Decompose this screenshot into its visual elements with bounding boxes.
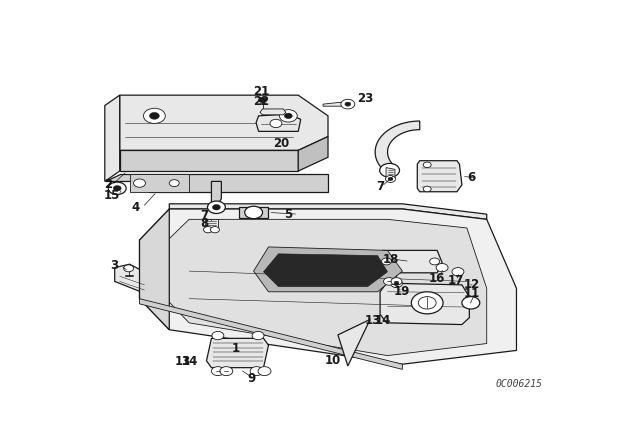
Text: 11: 11 (464, 287, 480, 300)
Circle shape (124, 265, 134, 272)
Circle shape (462, 297, 480, 309)
Circle shape (280, 110, 297, 122)
Text: 15: 15 (104, 189, 120, 202)
Polygon shape (120, 151, 298, 171)
Polygon shape (120, 95, 328, 151)
Polygon shape (169, 204, 486, 220)
Circle shape (207, 201, 225, 214)
Text: 14: 14 (374, 314, 391, 327)
Circle shape (108, 182, 126, 194)
Polygon shape (211, 181, 221, 207)
Polygon shape (417, 161, 462, 192)
Text: 12: 12 (464, 278, 480, 291)
Polygon shape (298, 137, 328, 171)
Circle shape (391, 278, 402, 285)
Text: 21: 21 (253, 85, 269, 98)
Circle shape (390, 280, 403, 288)
Text: 22: 22 (253, 95, 269, 108)
Text: 5: 5 (284, 208, 292, 221)
Text: 2: 2 (104, 178, 113, 191)
Polygon shape (323, 102, 346, 106)
Polygon shape (105, 95, 120, 181)
Circle shape (259, 97, 266, 103)
Text: 20: 20 (273, 137, 289, 150)
Circle shape (211, 227, 220, 233)
Circle shape (270, 119, 282, 128)
Circle shape (212, 332, 224, 340)
Polygon shape (164, 220, 486, 356)
Circle shape (423, 162, 431, 168)
Text: 8: 8 (200, 217, 208, 230)
Circle shape (383, 278, 394, 285)
Text: 16: 16 (429, 272, 445, 285)
Text: 13: 13 (365, 314, 381, 327)
Polygon shape (375, 121, 420, 170)
Text: 6: 6 (468, 172, 476, 185)
Circle shape (429, 258, 440, 265)
Circle shape (258, 366, 271, 375)
Text: 9: 9 (247, 372, 255, 385)
Circle shape (452, 267, 464, 276)
Circle shape (143, 108, 165, 124)
Polygon shape (253, 247, 403, 292)
Circle shape (436, 263, 448, 272)
Text: 1: 1 (232, 342, 240, 355)
Circle shape (252, 332, 264, 340)
Circle shape (385, 176, 396, 182)
Polygon shape (338, 319, 370, 366)
Polygon shape (140, 209, 516, 364)
Circle shape (134, 179, 145, 187)
Polygon shape (207, 338, 269, 368)
Text: 7: 7 (376, 180, 384, 193)
Polygon shape (386, 168, 395, 178)
Polygon shape (205, 220, 218, 228)
Polygon shape (239, 207, 269, 218)
Text: 18: 18 (382, 253, 399, 266)
Text: 4: 4 (131, 201, 140, 214)
Polygon shape (256, 114, 301, 131)
Circle shape (113, 185, 121, 191)
Polygon shape (264, 254, 388, 287)
Circle shape (381, 258, 392, 265)
Circle shape (244, 206, 262, 219)
Polygon shape (115, 264, 150, 295)
Circle shape (394, 282, 399, 285)
Text: 10: 10 (325, 354, 341, 367)
Circle shape (204, 227, 212, 233)
Circle shape (211, 366, 225, 375)
Text: 14: 14 (182, 355, 198, 368)
Circle shape (284, 113, 292, 119)
Circle shape (250, 366, 263, 375)
Circle shape (220, 366, 233, 375)
Text: 17: 17 (448, 274, 464, 287)
Circle shape (345, 102, 351, 106)
Text: 13: 13 (175, 355, 191, 368)
Polygon shape (378, 250, 442, 273)
Polygon shape (140, 209, 169, 330)
Circle shape (412, 292, 443, 314)
Circle shape (388, 177, 393, 181)
Polygon shape (129, 174, 189, 192)
Circle shape (419, 297, 436, 309)
Circle shape (169, 180, 179, 186)
Text: 23: 23 (357, 92, 373, 105)
Polygon shape (260, 109, 286, 115)
Text: 0C006215: 0C006215 (495, 379, 543, 389)
Circle shape (380, 164, 399, 177)
Polygon shape (140, 299, 403, 370)
Polygon shape (105, 174, 328, 192)
Circle shape (341, 99, 355, 109)
Text: 19: 19 (393, 285, 410, 298)
Circle shape (212, 204, 220, 210)
Text: 7: 7 (200, 209, 208, 222)
Polygon shape (380, 283, 469, 324)
Circle shape (149, 112, 159, 119)
Circle shape (423, 186, 431, 192)
Text: 3: 3 (111, 259, 119, 272)
